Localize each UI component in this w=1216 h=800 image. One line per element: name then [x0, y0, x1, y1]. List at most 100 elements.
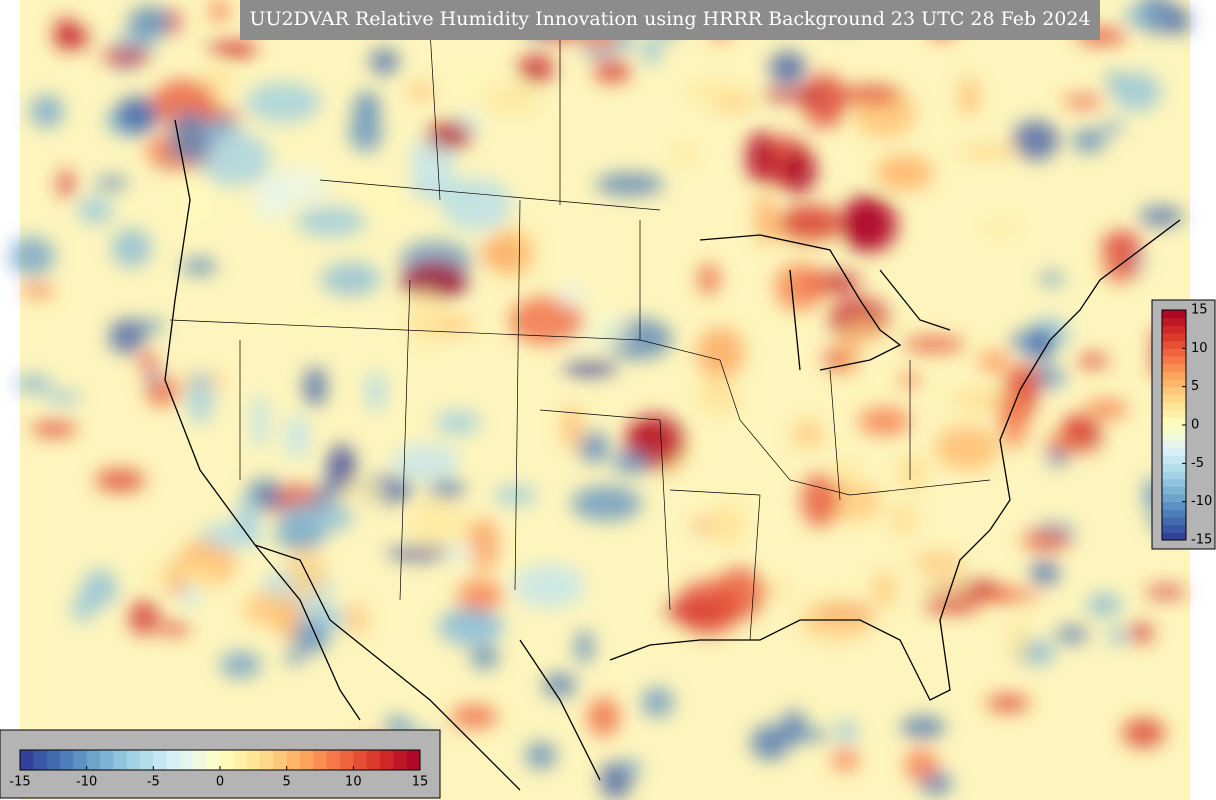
field-blob — [94, 176, 130, 190]
field-blob — [612, 450, 651, 475]
colorbar-band — [1162, 310, 1186, 319]
field-blob — [838, 85, 902, 104]
field-blob — [9, 236, 56, 277]
colorbar-band — [393, 750, 408, 770]
colorbar-band — [193, 750, 208, 770]
field-blob — [1039, 271, 1064, 286]
field-blob — [22, 283, 54, 298]
field-blob — [253, 181, 288, 223]
field-blob — [488, 227, 536, 279]
colorbar-tick-label: -5 — [147, 775, 160, 790]
colorbar-band — [1162, 379, 1186, 388]
field-blob — [1062, 94, 1104, 109]
field-blob — [1062, 414, 1088, 443]
field-blob — [285, 650, 303, 665]
colorbar-band — [1162, 417, 1186, 426]
field-blob — [440, 544, 478, 562]
colorbar-band — [1162, 471, 1186, 480]
colorbar-band — [113, 750, 128, 770]
field-blob — [182, 584, 200, 609]
field-blob — [365, 370, 386, 412]
field-blob — [369, 48, 400, 75]
field-blob — [959, 77, 980, 116]
colorbar-band — [273, 750, 288, 770]
field-blob — [900, 716, 946, 739]
field-blob — [178, 174, 211, 225]
field-blob — [923, 597, 981, 614]
field-blob — [116, 96, 160, 133]
colorbar-tick-label: 0 — [1191, 418, 1199, 433]
field-blob — [542, 673, 577, 698]
title-box — [240, 0, 1100, 40]
colorbar-tick-label: 10 — [345, 775, 362, 790]
field-blob — [875, 154, 934, 192]
field-blob — [518, 53, 555, 84]
colorbar-tick-label: -15 — [9, 775, 30, 790]
field-blob — [858, 406, 911, 436]
field-blob — [778, 150, 817, 194]
field-blob — [278, 500, 354, 534]
field-blob — [1055, 626, 1089, 643]
colorbar-band — [366, 750, 381, 770]
field-blob — [696, 326, 745, 379]
field-blob — [836, 719, 857, 745]
field-blob — [913, 553, 965, 571]
field-blob — [982, 218, 1019, 237]
field-blob — [1071, 129, 1106, 153]
colorbar-tick-label: -10 — [1191, 494, 1212, 509]
field-blob — [1122, 6, 1159, 26]
field-blob — [484, 84, 540, 116]
field-blob — [407, 497, 469, 550]
field-blob — [949, 389, 1020, 412]
field-blob — [470, 645, 499, 670]
colorbar-band — [1162, 356, 1186, 365]
field-blob — [198, 132, 271, 187]
field-blob — [1084, 399, 1128, 420]
field-blob — [236, 494, 260, 538]
field-blob — [1102, 251, 1139, 283]
field-blob — [29, 94, 64, 129]
field-blob — [181, 258, 218, 275]
colorbar-tick-label: 0 — [216, 775, 224, 790]
field-blob — [1128, 622, 1153, 644]
field-blob — [775, 263, 825, 311]
field-blob — [904, 748, 938, 782]
colorbar-band — [1162, 333, 1186, 342]
field-blob — [139, 352, 158, 376]
field-blob — [799, 600, 875, 641]
colorbar-band — [180, 750, 194, 770]
field-blob — [157, 622, 190, 636]
colorbar-band — [326, 750, 341, 770]
field-blob — [509, 297, 585, 345]
field-blob — [778, 204, 843, 242]
colorbar-band — [380, 750, 394, 770]
field-blob — [494, 485, 537, 506]
colorbar-tick-label: -10 — [76, 775, 97, 790]
colorbar-band — [1162, 509, 1186, 518]
field-blob — [848, 320, 885, 342]
field-blob — [957, 144, 1021, 159]
colorbar-band — [1162, 478, 1186, 487]
field-blob — [251, 394, 269, 449]
field-blob — [1100, 121, 1124, 134]
field-blob — [186, 370, 215, 424]
colorbar-band — [233, 750, 248, 770]
field-blob — [320, 262, 381, 296]
colorbar-tick-label: 5 — [1191, 379, 1199, 394]
field-blob — [641, 687, 674, 718]
field-blob — [147, 562, 222, 587]
field-blob — [435, 618, 507, 640]
colorbar-band — [340, 750, 354, 770]
field-blob — [1108, 627, 1128, 645]
colorbar-band — [20, 750, 34, 770]
field-blob — [291, 622, 329, 654]
field-blob — [100, 47, 152, 64]
field-blob — [697, 378, 740, 414]
field-blob — [801, 73, 847, 128]
field-blob — [452, 74, 483, 87]
colorbar-horizontal: -15 -10 -5 0 5 10 15 — [0, 729, 441, 799]
colorbar-band — [313, 750, 328, 770]
colorbar-band — [33, 750, 48, 770]
field-blob — [457, 579, 504, 612]
colorbar-band — [1162, 440, 1186, 449]
